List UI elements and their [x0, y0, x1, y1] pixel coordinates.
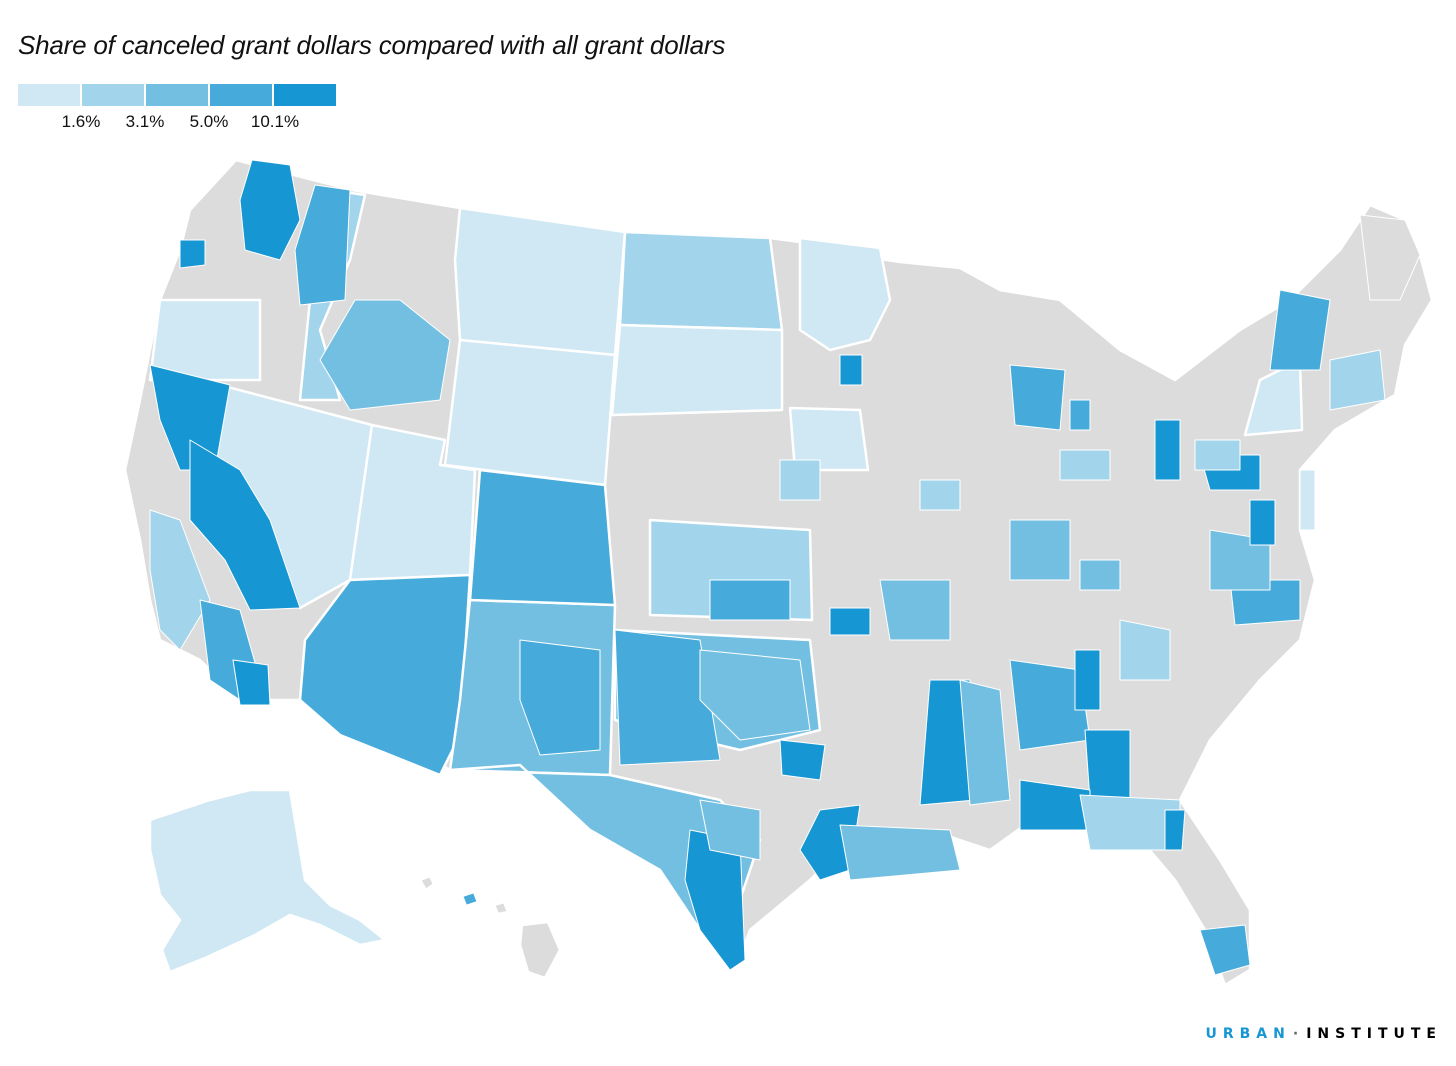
iowa-west — [788, 406, 870, 472]
kentucky-region — [1009, 519, 1071, 581]
legend-swatch-3 — [146, 84, 208, 106]
alaska — [148, 788, 387, 974]
tulsa-region — [709, 579, 791, 621]
north-carolina-region — [1229, 579, 1301, 626]
central-texas-region — [699, 799, 761, 861]
san-diego-region — [232, 659, 271, 706]
tennessee-east-region — [1119, 619, 1171, 681]
portland-region — [179, 239, 206, 269]
michigan-region — [1009, 364, 1066, 431]
eastern-washington-region — [294, 184, 351, 306]
oregon-west — [148, 298, 262, 382]
legend-swatch-4 — [210, 84, 272, 106]
dallas-region — [779, 739, 826, 781]
central-valley-region — [189, 439, 301, 611]
legend-tick-2: 3.1% — [125, 112, 165, 131]
hawaii-maui — [492, 900, 510, 916]
urban-institute-logo: URBAN · INSTITUTE — [1205, 1026, 1442, 1042]
hawaii-big-island — [518, 920, 562, 980]
tennessee-south-region — [1074, 649, 1101, 711]
seattle-metro-region — [239, 159, 301, 261]
south-florida-region — [1199, 924, 1251, 976]
montana — [453, 206, 627, 357]
colorado — [468, 468, 617, 607]
detroit-region — [1069, 399, 1091, 431]
minnesota-north — [798, 236, 892, 352]
illinois-region — [919, 479, 961, 511]
legend-swatch-5 — [274, 84, 336, 106]
minneapolis-region — [839, 354, 863, 386]
legend-swatch-2 — [82, 84, 144, 106]
boise-region — [319, 299, 451, 411]
jacksonville-region — [1164, 809, 1186, 851]
central-pa-region — [1194, 439, 1241, 471]
pittsburgh-region — [1154, 419, 1181, 481]
legend-tick-3: 5.0% — [189, 112, 229, 131]
hawaii-oahu — [460, 890, 480, 908]
legend-tick-4: 10.1% — [250, 112, 300, 131]
north-dakota — [618, 230, 784, 332]
wyoming — [443, 338, 617, 487]
alabama-west-region — [959, 679, 1011, 806]
texas-west — [448, 763, 762, 972]
legend-swatches — [18, 84, 338, 106]
legend-tick-1: 1.6% — [61, 112, 101, 131]
bay-area-region — [149, 509, 211, 651]
brand-part1: URBAN — [1205, 1026, 1291, 1042]
lexington-region — [1079, 559, 1121, 591]
ohio-region — [1059, 449, 1111, 481]
map-title: Share of canceled grant dollars compared… — [18, 30, 726, 60]
brand-part2: INSTITUTE — [1306, 1026, 1442, 1042]
houston-region — [799, 804, 861, 881]
northwest-arkansas-region — [829, 607, 871, 636]
omaha-region — [779, 459, 821, 501]
hawaii-kauai — [418, 874, 436, 892]
legend-swatch-1 — [18, 84, 80, 106]
oklahoma-panhandle-region — [614, 629, 721, 766]
arizona — [298, 573, 472, 777]
new-york-north-region — [1269, 289, 1331, 371]
brand-separator: · — [1292, 1026, 1305, 1042]
legend-ticks: 1.6% 3.1% 5.0% 10.1% — [18, 112, 338, 136]
louisiana-region — [839, 824, 961, 881]
georgia-region — [1084, 729, 1131, 801]
albuquerque-region — [519, 639, 601, 756]
south-dakota — [610, 323, 784, 417]
delaware-region — [1299, 469, 1316, 531]
maine-region — [1359, 214, 1421, 301]
color-legend: 1.6% 3.1% 5.0% 10.1% — [18, 84, 338, 136]
eastern-oklahoma-region — [699, 649, 811, 741]
dc-region — [1249, 499, 1276, 546]
missouri-south-region — [879, 579, 951, 641]
new-england-south-region — [1329, 349, 1386, 411]
